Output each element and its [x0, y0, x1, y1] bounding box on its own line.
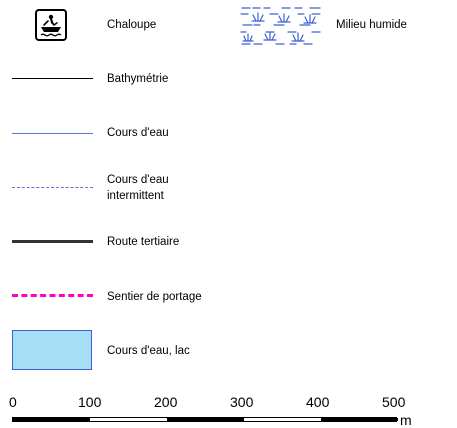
scale-bar: [12, 417, 398, 422]
intermittent-stream-line-symbol: [12, 187, 93, 188]
legend-label-cours-eau-lac: Cours d'eau, lac: [107, 345, 190, 357]
legend-label-cours-eau: Cours d'eau: [107, 127, 169, 139]
scale-tick-label: 500: [382, 394, 406, 410]
legend-label-sentier-portage: Sentier de portage: [107, 291, 202, 303]
legend-label-chaloupe: Chaloupe: [107, 19, 157, 31]
scale-tick-label: 200: [154, 394, 178, 410]
portage-trail-line-symbol: [12, 294, 93, 297]
scale-bar-segment: [321, 418, 398, 421]
legend-label-bathymetrie: Bathymétrie: [107, 73, 169, 85]
lake-fill-symbol: [12, 330, 92, 370]
legend-label-route-tertiaire: Route tertiaire: [107, 236, 180, 248]
scale-bar-segment: [13, 418, 90, 421]
stream-line-symbol: [12, 133, 93, 134]
scale-tick-label: 400: [306, 394, 330, 410]
legend-label-milieu-humide: Milieu humide: [336, 19, 407, 31]
scale-unit-label: m: [400, 412, 412, 428]
scale-tick-label: 100: [78, 394, 102, 410]
scale-bar-segment: [167, 418, 244, 421]
bathymetry-line-symbol: [12, 78, 93, 79]
legend-label-cours-eau-intermittent-1: Cours d'eau: [107, 174, 169, 186]
tertiary-road-line-symbol: [12, 240, 93, 243]
scale-tick-label: 0: [9, 394, 17, 410]
scale-tick-label: 300: [230, 394, 254, 410]
boat-icon: [35, 9, 67, 41]
legend-label-cours-eau-intermittent-2: intermittent: [107, 190, 164, 202]
wetland-pattern-icon: [240, 5, 322, 47]
